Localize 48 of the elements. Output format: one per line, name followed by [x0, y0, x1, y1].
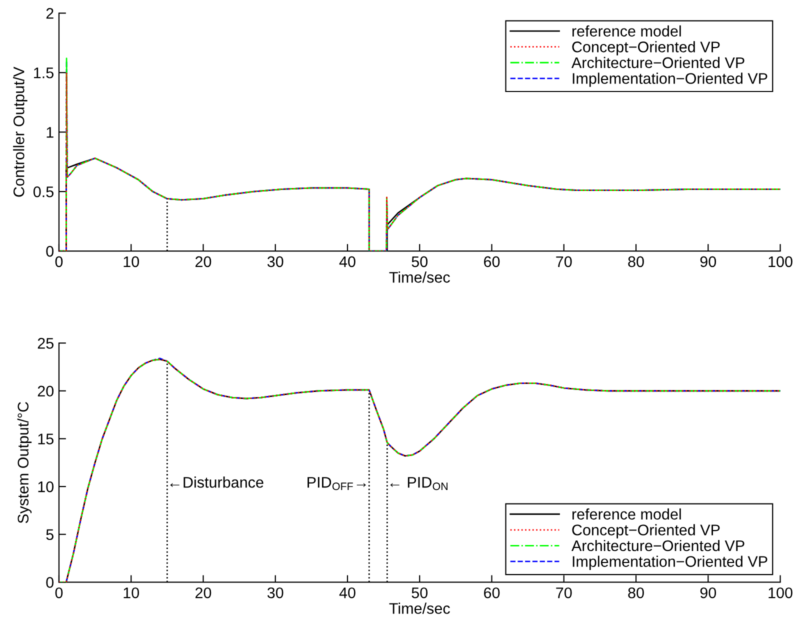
- x-tick-label: 90: [700, 256, 716, 268]
- legend-label: reference model: [572, 25, 681, 37]
- x-tick-label: 60: [484, 587, 500, 598]
- x-tick-label: 60: [484, 256, 500, 268]
- y-tick-label: 25: [38, 338, 54, 349]
- x-tick-label: 100: [768, 587, 792, 598]
- legend-label: Concept−Oriented VP: [572, 41, 720, 56]
- legend-label: Architecture−Oriented VP: [571, 56, 744, 68]
- y-tick-label: 1.5: [34, 68, 54, 78]
- annotation: ← PID$_{ON}$: [390, 477, 448, 490]
- x-tick-label: 70: [556, 256, 572, 268]
- x-tick-label: 20: [196, 256, 212, 268]
- y-tick-label: 0: [46, 577, 54, 588]
- y-axis-title: Controller Output/V: [13, 66, 28, 197]
- x-axis-title: Time/sec: [389, 602, 450, 614]
- x-axis-title: Time/sec: [389, 272, 450, 283]
- x-tick-label: 80: [628, 587, 644, 598]
- legend-label: Architecture−Oriented VP: [571, 540, 744, 552]
- x-tick-label: 10: [124, 256, 140, 268]
- y-tick-label: 10: [38, 481, 54, 492]
- x-tick-label: 50: [412, 256, 428, 268]
- legend-label: reference model: [572, 508, 681, 520]
- x-tick-label: 10: [124, 587, 140, 598]
- legend-label: Implementation−Oriented VP: [572, 72, 768, 87]
- y-tick-label: 20: [38, 386, 54, 397]
- x-tick-label: 90: [700, 587, 716, 598]
- y-tick-label: 0.5: [33, 186, 54, 198]
- y-tick-label: 1: [46, 127, 54, 138]
- annotation: ←Disturbance: [170, 476, 264, 488]
- y-tick-label: 2: [46, 8, 54, 19]
- y-tick-label: 0: [46, 246, 54, 257]
- y-tick-label: 5: [46, 529, 54, 540]
- x-tick-label: 80: [628, 256, 644, 268]
- x-tick-label: 40: [339, 587, 356, 598]
- x-tick-label: 100: [768, 256, 792, 268]
- x-tick-label: 30: [267, 587, 284, 598]
- x-tick-label: 70: [556, 587, 572, 598]
- x-tick-label: 40: [339, 256, 356, 268]
- y-axis-title: System Output/°C: [17, 402, 32, 524]
- legend-label: Concept−Oriented VP: [572, 524, 720, 538]
- x-tick-label: 50: [412, 587, 428, 598]
- x-tick-label: 0: [55, 587, 63, 598]
- x-tick-label: 30: [267, 256, 284, 268]
- annotation: PID$_{OFF}$→: [308, 477, 366, 490]
- y-tick-label: 15: [38, 434, 54, 444]
- legend-label: Implementation−Oriented VP: [572, 556, 768, 570]
- x-tick-label: 20: [196, 587, 212, 598]
- x-tick-label: 0: [55, 256, 63, 268]
